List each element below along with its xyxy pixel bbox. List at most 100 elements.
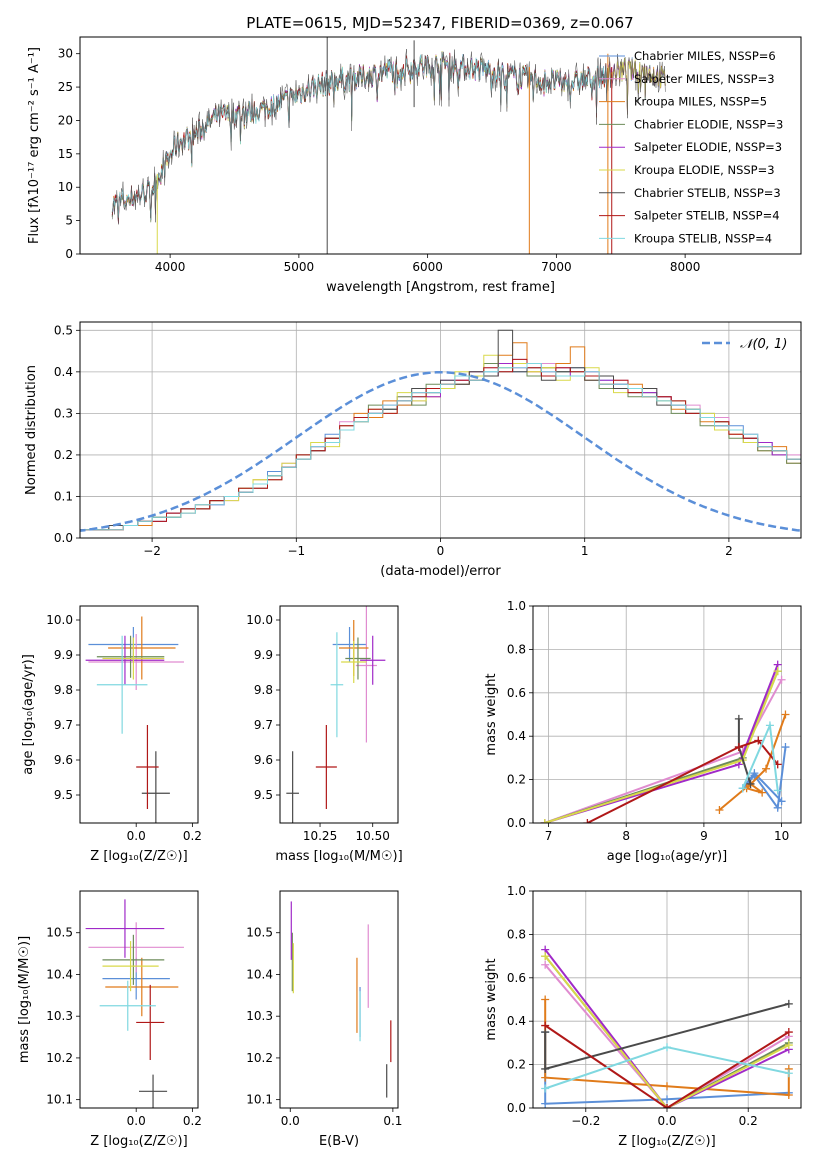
age-vs-mass-panel: 10.25 10.50 9.5 9.6 9.7 9.8 9.9 10.0 mass [log₁₀… bbox=[246, 605, 403, 864]
plot-area bbox=[85, 899, 184, 1108]
histogram-step bbox=[80, 363, 801, 538]
y-tick-label: 10 bbox=[58, 180, 73, 194]
axes-frame bbox=[79, 36, 802, 255]
y-tick-label: 1.0 bbox=[507, 884, 526, 898]
weight-series-line bbox=[544, 664, 779, 823]
x-tick-label: 10 bbox=[774, 829, 789, 843]
weight-series-line bbox=[544, 955, 790, 1108]
axes-frame bbox=[79, 890, 199, 1109]
y-tick-label: 9.9 bbox=[54, 648, 73, 662]
x-tick-label: 4000 bbox=[155, 260, 186, 274]
axes-frame bbox=[532, 890, 802, 1109]
weight-point-marker bbox=[663, 1095, 671, 1104]
weight-point-marker bbox=[784, 1090, 793, 1099]
y-tick-label: 30 bbox=[58, 47, 73, 61]
y-tick-label: 0.0 bbox=[54, 531, 73, 545]
y-axis-label: Flux [fλ10⁻¹⁷ erg cm⁻² s⁻¹ A⁻¹] bbox=[27, 47, 42, 244]
figure-title: PLATE=0615, MJD=52347, FIBERID=0369, z=0… bbox=[246, 14, 633, 32]
y-tick-label: 9.5 bbox=[54, 788, 73, 802]
weight-point-marker bbox=[583, 819, 592, 823]
y-tick-label: 0.5 bbox=[54, 323, 73, 337]
legend-label: Salpeter STELIB, NSSP=4 bbox=[634, 209, 780, 223]
histogram-step bbox=[80, 363, 801, 538]
x-axis-label: Z [log₁₀(Z/Z☉)] bbox=[90, 1134, 187, 1149]
spectrum-panel: 4000 5000 6000 7000 8000 0 5 10 15 20 25 30 waveleng… bbox=[27, 36, 802, 295]
y-tick-label: 0.3 bbox=[54, 406, 73, 420]
weight-series-line bbox=[544, 948, 790, 1108]
y-axis-label: mass weight bbox=[484, 958, 499, 1040]
x-tick-label: 7000 bbox=[541, 260, 572, 274]
histogram-step bbox=[80, 363, 801, 538]
legend-label: Salpeter ELODIE, NSSP=3 bbox=[634, 140, 782, 154]
weight-point-marker bbox=[773, 667, 782, 676]
plot-area bbox=[80, 329, 801, 538]
weight-point-marker bbox=[777, 675, 786, 684]
weight-point-marker bbox=[746, 779, 755, 788]
y-tick-label: 0.4 bbox=[54, 365, 73, 379]
weight-point-marker bbox=[541, 1099, 550, 1108]
plot-area bbox=[85, 616, 184, 823]
x-tick-label: 10.25 bbox=[303, 829, 337, 843]
y-tick-label: 0.8 bbox=[507, 642, 526, 656]
histogram-step bbox=[80, 329, 801, 538]
weight-point-marker bbox=[734, 714, 743, 723]
y-tick-label: 9.8 bbox=[254, 683, 273, 697]
y-tick-label: 0 bbox=[65, 247, 73, 261]
x-tick-label: 0.0 bbox=[657, 1114, 676, 1128]
weight-point-marker bbox=[754, 736, 763, 745]
legend-label: Chabrier STELIB, NSSP=3 bbox=[634, 186, 781, 200]
weight-point-marker bbox=[541, 995, 550, 1004]
x-tick-label: 8000 bbox=[670, 260, 701, 274]
x-axis-label: wavelength [Angstrom, rest frame] bbox=[326, 280, 555, 295]
weight-point-marker bbox=[541, 1073, 550, 1082]
spectrum-legend: Chabrier MILES, NSSP=6 Salpeter MILES, NS… bbox=[599, 49, 783, 245]
x-axis-label: mass [log₁₀(M/M☉)] bbox=[275, 849, 402, 864]
weight-point-marker bbox=[541, 1064, 550, 1073]
weight-point-marker bbox=[541, 1084, 550, 1093]
y-tick-label: 0.2 bbox=[507, 1058, 526, 1072]
weight-series-line bbox=[741, 746, 787, 811]
axes-frame bbox=[279, 605, 399, 824]
weight-point-marker bbox=[784, 1069, 793, 1078]
legend-label: Kroupa MILES, NSSP=5 bbox=[634, 95, 767, 109]
x-tick-label: 1 bbox=[581, 544, 589, 558]
spectrum-model-line bbox=[111, 52, 608, 220]
weight-point-marker bbox=[540, 819, 549, 823]
weight-point-marker bbox=[784, 1041, 793, 1050]
x-axis-label: Z [log₁₀(Z/Z☉)] bbox=[90, 849, 187, 864]
weight-point-marker bbox=[738, 784, 747, 793]
y-tick-label: 0.8 bbox=[507, 927, 526, 941]
legend-label: Chabrier MILES, NSSP=6 bbox=[634, 49, 776, 63]
weight-point-marker bbox=[762, 764, 771, 773]
mass-vs-extinction-panel: 0.0 0.1 10.1 10.2 10.3 10.4 10.5 E(B-V) bbox=[246, 890, 402, 1149]
y-tick-label: 10.2 bbox=[46, 1051, 73, 1065]
plot-area bbox=[290, 901, 392, 1098]
histogram-step bbox=[80, 363, 801, 538]
y-tick-label: 5 bbox=[65, 214, 73, 228]
x-axis-label: E(B-V) bbox=[319, 1134, 359, 1149]
y-axis-label: Normed distribution bbox=[24, 365, 39, 495]
y-tick-label: 0.1 bbox=[54, 489, 73, 503]
y-tick-label: 0.6 bbox=[507, 686, 526, 700]
y-tick-label: 1.0 bbox=[507, 599, 526, 613]
spectrum-model-line bbox=[111, 52, 608, 224]
x-tick-label: 8 bbox=[622, 829, 630, 843]
y-tick-label: 10.4 bbox=[246, 967, 273, 981]
weight-point-marker bbox=[663, 1104, 671, 1108]
normal-curve bbox=[80, 371, 801, 532]
weight-point-marker bbox=[541, 1021, 550, 1030]
plot-area bbox=[541, 945, 793, 1108]
x-tick-label: 6000 bbox=[412, 260, 443, 274]
weight-point-marker bbox=[784, 999, 793, 1008]
y-axis-label: age [log₁₀(age/yr)] bbox=[21, 654, 36, 775]
y-tick-label: 10.5 bbox=[246, 926, 273, 940]
y-tick-label: 0.2 bbox=[507, 773, 526, 787]
age-vs-metallicity-panel: 0.0 0.2 9.5 9.6 9.7 9.8 9.9 10.0 Z [log₁₀(Z/Z☉)]… bbox=[21, 605, 202, 864]
weight-point-marker bbox=[541, 952, 550, 961]
weight-series-line bbox=[586, 739, 779, 823]
weight-point-marker bbox=[750, 769, 759, 778]
weight-point-marker bbox=[541, 960, 550, 969]
normal-legend-label: 𝒩(0, 1) bbox=[740, 337, 787, 352]
y-tick-label: 15 bbox=[58, 147, 73, 161]
